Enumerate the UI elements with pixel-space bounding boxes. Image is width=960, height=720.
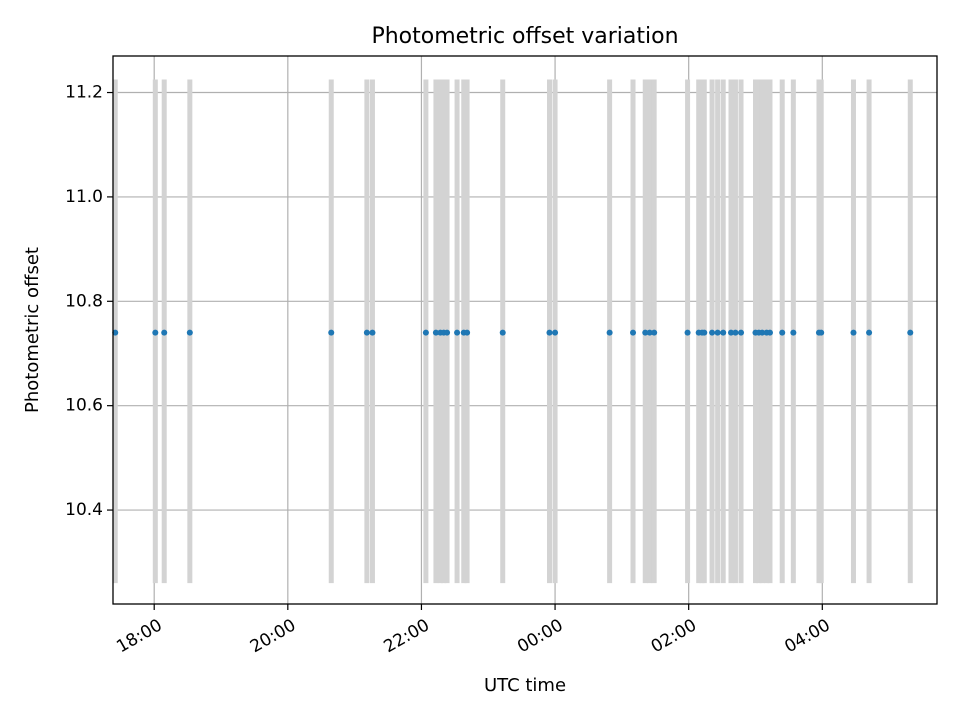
- y-tick-label: 10.8: [65, 291, 103, 311]
- data-point: [728, 329, 734, 336]
- data-point: [606, 329, 613, 336]
- data-point: [732, 329, 739, 336]
- x-axis-label: UTC time: [484, 675, 566, 696]
- data-points: [112, 329, 914, 336]
- data-point: [630, 329, 637, 336]
- data-point: [363, 329, 370, 336]
- data-point: [759, 329, 766, 336]
- data-point: [444, 329, 451, 336]
- data-point: [552, 329, 559, 336]
- data-point: [112, 329, 119, 336]
- data-point: [642, 329, 649, 336]
- plot-frame: [112, 55, 938, 605]
- data-point: [720, 329, 727, 336]
- data-point: [422, 329, 429, 336]
- data-point: [684, 329, 691, 336]
- data-point: [850, 329, 857, 336]
- data-point: [646, 329, 653, 336]
- data-point: [907, 329, 914, 336]
- data-point: [454, 329, 461, 336]
- data-point: [152, 329, 159, 336]
- y-axis-ticks: 10.4 10.6 10.8 11.0 11.2: [65, 83, 113, 520]
- y-tick-label: 10.4: [65, 500, 103, 520]
- y-tick-label: 10.6: [65, 396, 103, 416]
- data-point: [766, 329, 773, 336]
- data-point: [701, 329, 708, 336]
- data-point: [818, 329, 825, 336]
- data-point: [369, 329, 376, 336]
- data-point: [779, 329, 786, 336]
- data-point: [328, 329, 335, 336]
- data-point: [186, 329, 193, 336]
- data-point: [866, 329, 873, 336]
- y-tick-label: 11.2: [65, 83, 103, 103]
- data-point: [464, 329, 471, 336]
- y-tick-label: 11.0: [65, 187, 103, 207]
- data-point: [790, 329, 797, 336]
- data-point: [546, 329, 553, 336]
- data-point: [161, 329, 168, 336]
- data-point: [432, 329, 439, 336]
- data-point: [651, 329, 658, 336]
- data-point: [714, 329, 721, 336]
- data-point: [738, 329, 745, 336]
- data-point: [709, 329, 716, 336]
- data-point: [499, 329, 506, 336]
- chart-title: Photometric offset variation: [371, 24, 678, 49]
- y-axis-label: Photometric offset: [22, 247, 43, 413]
